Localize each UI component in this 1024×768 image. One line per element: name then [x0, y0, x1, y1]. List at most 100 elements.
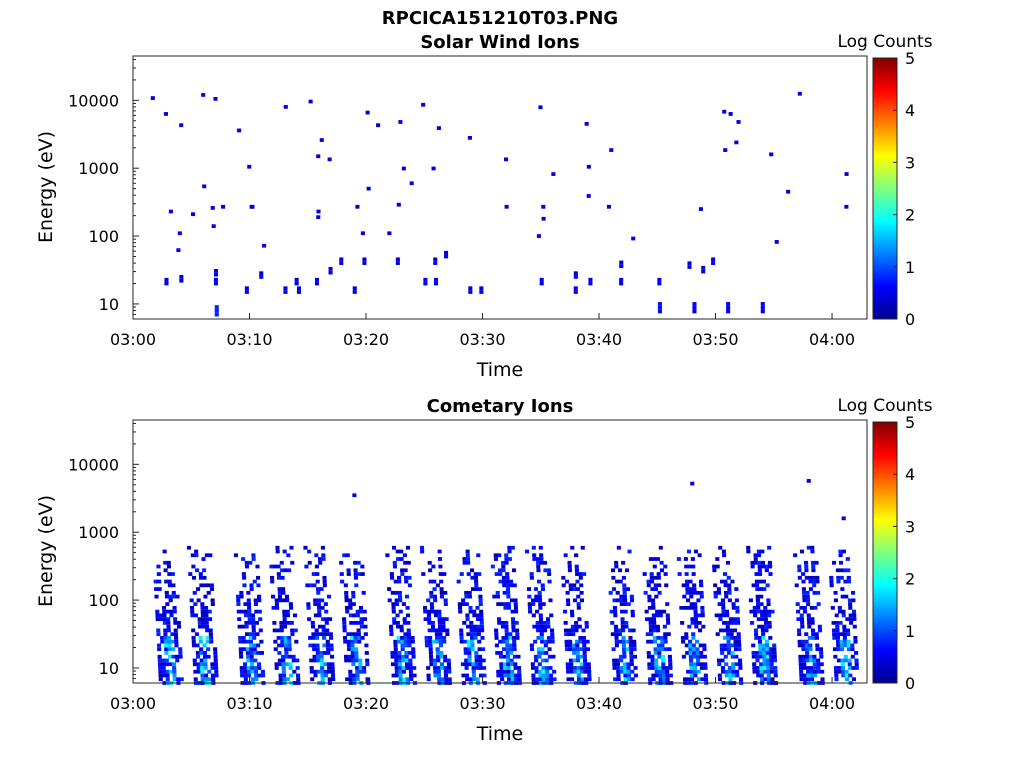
data-cell	[768, 564, 773, 569]
data-cell	[699, 590, 704, 595]
data-cell	[511, 568, 517, 573]
data-cell	[339, 257, 344, 262]
data-cell	[702, 654, 707, 659]
data-cell	[703, 662, 708, 667]
data-cell	[322, 579, 327, 584]
data-cell	[246, 669, 251, 674]
data-cell	[243, 613, 249, 618]
data-cell	[568, 639, 573, 644]
data-cell	[853, 639, 858, 644]
data-cell	[207, 677, 212, 682]
data-cell	[426, 598, 431, 603]
data-cell	[407, 583, 412, 588]
data-cell	[253, 666, 258, 670]
y-tick-label: 100	[88, 591, 119, 610]
data-cell	[423, 281, 428, 286]
data-cell	[536, 647, 542, 652]
data-cell	[815, 643, 820, 648]
data-cell	[506, 658, 511, 663]
data-cell	[649, 575, 654, 580]
data-cell	[468, 605, 473, 610]
data-cell	[843, 639, 848, 644]
data-cell	[841, 549, 846, 554]
data-cell	[287, 636, 292, 640]
data-cell	[755, 666, 760, 670]
data-cell	[391, 673, 396, 678]
data-cell	[631, 628, 636, 633]
data-cell	[288, 662, 293, 667]
data-cell	[840, 662, 845, 667]
colorbar-label: Log Counts	[837, 32, 932, 52]
data-cell	[624, 624, 629, 629]
data-cell	[171, 583, 176, 588]
x-tick-label: 03:00	[110, 694, 156, 713]
data-cell	[393, 651, 398, 655]
data-cell	[535, 624, 540, 629]
data-cell	[833, 590, 838, 595]
data-cell	[390, 654, 395, 659]
data-cell	[167, 647, 172, 652]
data-cell	[208, 628, 213, 633]
data-cell	[686, 677, 691, 682]
data-cell	[323, 602, 328, 606]
data-cell	[206, 583, 211, 588]
data-cell	[321, 624, 326, 629]
data-cell	[501, 639, 506, 644]
data-cell	[506, 590, 511, 595]
data-cell	[157, 658, 162, 663]
data-cell	[243, 666, 248, 670]
data-cell	[443, 658, 448, 663]
data-cell	[354, 658, 359, 663]
data-cell	[758, 587, 763, 591]
data-cell	[574, 628, 579, 633]
data-cell	[619, 281, 624, 286]
data-cell	[689, 602, 694, 606]
data-cell	[479, 617, 484, 622]
data-cell	[348, 605, 353, 610]
data-cell	[172, 609, 177, 614]
data-cell	[552, 669, 557, 674]
data-cell	[811, 564, 816, 569]
data-cell	[344, 605, 350, 610]
data-cell	[431, 166, 436, 171]
data-cell	[692, 662, 697, 667]
data-cell	[799, 677, 804, 682]
data-cell	[548, 673, 553, 678]
data-cell	[852, 624, 857, 629]
data-cell	[200, 677, 205, 682]
data-cell	[504, 204, 509, 209]
data-cell	[474, 658, 479, 663]
data-cell	[439, 590, 444, 595]
data-cell	[316, 587, 321, 591]
data-cell	[573, 271, 578, 276]
data-cell	[307, 617, 312, 622]
data-cell	[432, 662, 437, 667]
data-cell	[543, 568, 548, 573]
data-cell	[652, 621, 657, 625]
data-cell	[320, 605, 325, 610]
data-cell	[852, 617, 857, 622]
data-cell	[801, 579, 806, 584]
data-cell	[561, 583, 566, 588]
data-cell	[668, 658, 673, 663]
data-cell	[760, 549, 765, 554]
data-cell	[808, 647, 813, 652]
data-cell	[236, 602, 241, 606]
data-cell	[243, 602, 248, 606]
data-cell	[737, 658, 743, 663]
x-tick-label: 03:20	[343, 694, 389, 713]
data-cell	[163, 636, 168, 640]
data-cell	[850, 643, 855, 648]
data-cell	[179, 275, 184, 279]
data-cell	[392, 564, 398, 569]
data-cell	[474, 579, 479, 584]
data-cell	[504, 553, 509, 558]
data-cell	[840, 658, 845, 663]
data-cell	[762, 662, 767, 667]
data-cell	[512, 643, 517, 648]
data-cell	[462, 557, 467, 561]
data-cell	[445, 632, 450, 637]
data-cell	[551, 654, 556, 659]
data-cell	[316, 669, 321, 674]
data-cell	[171, 594, 177, 599]
